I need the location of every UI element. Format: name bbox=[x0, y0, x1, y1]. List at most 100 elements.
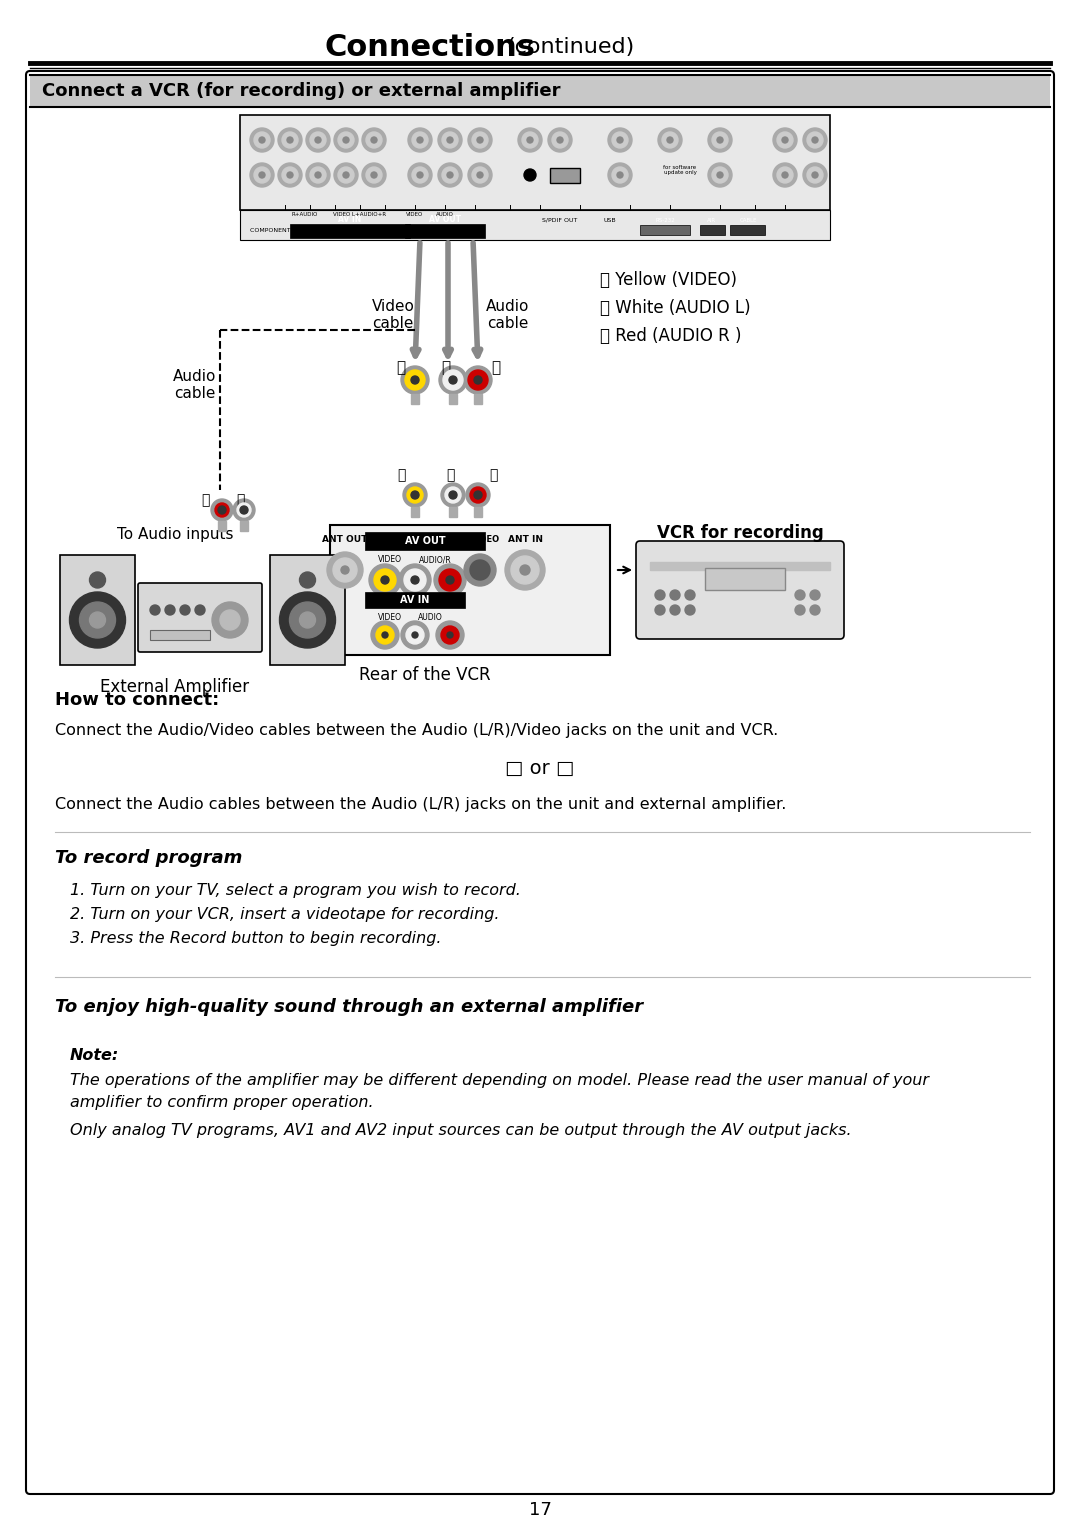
Circle shape bbox=[685, 589, 696, 600]
Circle shape bbox=[708, 163, 732, 186]
Circle shape bbox=[212, 602, 248, 638]
Circle shape bbox=[411, 576, 419, 583]
Circle shape bbox=[654, 605, 665, 615]
Circle shape bbox=[812, 173, 818, 179]
Text: Rear of the VCR: Rear of the VCR bbox=[360, 666, 490, 684]
FancyBboxPatch shape bbox=[636, 541, 843, 638]
Circle shape bbox=[90, 573, 106, 588]
Text: AV IN: AV IN bbox=[338, 215, 362, 224]
Circle shape bbox=[617, 137, 623, 144]
Circle shape bbox=[282, 131, 298, 148]
Circle shape bbox=[441, 483, 465, 507]
Text: AV OUT: AV OUT bbox=[429, 215, 461, 224]
Text: Connections: Connections bbox=[324, 32, 536, 61]
Text: Ⓦ White (AUDIO L): Ⓦ White (AUDIO L) bbox=[600, 299, 751, 318]
Circle shape bbox=[306, 163, 330, 186]
Text: AUDIO: AUDIO bbox=[436, 212, 454, 217]
Circle shape bbox=[442, 166, 458, 183]
Circle shape bbox=[712, 166, 728, 183]
Text: VIDEO: VIDEO bbox=[406, 212, 423, 217]
Circle shape bbox=[280, 592, 336, 647]
Circle shape bbox=[218, 505, 226, 515]
Circle shape bbox=[369, 563, 401, 596]
Circle shape bbox=[685, 605, 696, 615]
Bar bbox=[411, 394, 419, 405]
Text: Audio
cable: Audio cable bbox=[486, 299, 529, 331]
Bar bbox=[240, 115, 831, 211]
Bar bbox=[240, 521, 248, 531]
Circle shape bbox=[812, 137, 818, 144]
Text: RS-232: RS-232 bbox=[656, 217, 675, 223]
Circle shape bbox=[341, 567, 349, 574]
Text: amplifier to confirm proper operation.: amplifier to confirm proper operation. bbox=[70, 1095, 374, 1110]
Text: Connect the Audio/Video cables between the Audio (L/R)/Video jacks on the unit a: Connect the Audio/Video cables between t… bbox=[55, 722, 779, 738]
Circle shape bbox=[376, 626, 394, 644]
Circle shape bbox=[472, 131, 488, 148]
Circle shape bbox=[195, 605, 205, 615]
Circle shape bbox=[468, 128, 492, 153]
Circle shape bbox=[401, 621, 429, 649]
Circle shape bbox=[612, 131, 627, 148]
Text: VCR for recording: VCR for recording bbox=[657, 524, 823, 542]
Circle shape bbox=[474, 492, 482, 499]
Text: ⓨ: ⓨ bbox=[396, 360, 406, 376]
Bar bbox=[650, 562, 831, 570]
Circle shape bbox=[807, 131, 823, 148]
Circle shape bbox=[343, 137, 349, 144]
Circle shape bbox=[552, 131, 568, 148]
Circle shape bbox=[343, 173, 349, 179]
Circle shape bbox=[608, 163, 632, 186]
Circle shape bbox=[405, 370, 426, 389]
Circle shape bbox=[810, 589, 820, 600]
Text: How to connect:: How to connect: bbox=[55, 692, 219, 709]
Circle shape bbox=[522, 131, 538, 148]
Circle shape bbox=[804, 128, 827, 153]
Circle shape bbox=[795, 589, 805, 600]
Circle shape bbox=[464, 554, 496, 586]
Circle shape bbox=[670, 605, 680, 615]
Bar bbox=[405, 224, 485, 238]
Circle shape bbox=[438, 163, 462, 186]
Circle shape bbox=[366, 131, 382, 148]
Circle shape bbox=[334, 163, 357, 186]
Circle shape bbox=[477, 137, 483, 144]
Circle shape bbox=[310, 166, 326, 183]
Text: R+AUDIO: R+AUDIO bbox=[292, 212, 319, 217]
Text: 3. Press the Record button to begin recording.: 3. Press the Record button to begin reco… bbox=[70, 930, 442, 945]
Circle shape bbox=[362, 128, 386, 153]
Text: ⓨ Yellow (VIDEO): ⓨ Yellow (VIDEO) bbox=[600, 270, 737, 289]
Bar bbox=[30, 75, 1050, 107]
Circle shape bbox=[287, 173, 293, 179]
Text: To record program: To record program bbox=[55, 849, 242, 867]
Circle shape bbox=[80, 602, 116, 638]
Circle shape bbox=[382, 632, 388, 638]
Circle shape bbox=[477, 173, 483, 179]
Bar bbox=[449, 394, 457, 405]
Circle shape bbox=[220, 609, 240, 631]
Circle shape bbox=[474, 376, 482, 383]
Bar bbox=[474, 507, 482, 518]
Circle shape bbox=[612, 166, 627, 183]
Text: Ⓡ Red (AUDIO R ): Ⓡ Red (AUDIO R ) bbox=[600, 327, 742, 345]
Circle shape bbox=[211, 499, 233, 521]
Text: 17: 17 bbox=[528, 1501, 552, 1519]
Circle shape bbox=[411, 166, 428, 183]
Circle shape bbox=[667, 137, 673, 144]
Text: VIDEO: VIDEO bbox=[378, 556, 402, 565]
Circle shape bbox=[468, 370, 488, 389]
Circle shape bbox=[441, 626, 459, 644]
Bar bbox=[365, 592, 465, 608]
Circle shape bbox=[282, 166, 298, 183]
Bar bbox=[365, 531, 485, 550]
Text: Only analog TV programs, AV1 and AV2 input sources can be output through the AV : Only analog TV programs, AV1 and AV2 inp… bbox=[70, 1124, 852, 1139]
Circle shape bbox=[717, 173, 723, 179]
Circle shape bbox=[315, 137, 321, 144]
Circle shape bbox=[408, 128, 432, 153]
Circle shape bbox=[381, 576, 389, 583]
Circle shape bbox=[524, 169, 536, 182]
Circle shape bbox=[670, 589, 680, 600]
Circle shape bbox=[417, 137, 423, 144]
Circle shape bbox=[446, 576, 454, 583]
Circle shape bbox=[470, 487, 486, 502]
Text: VIDEO: VIDEO bbox=[378, 614, 402, 623]
